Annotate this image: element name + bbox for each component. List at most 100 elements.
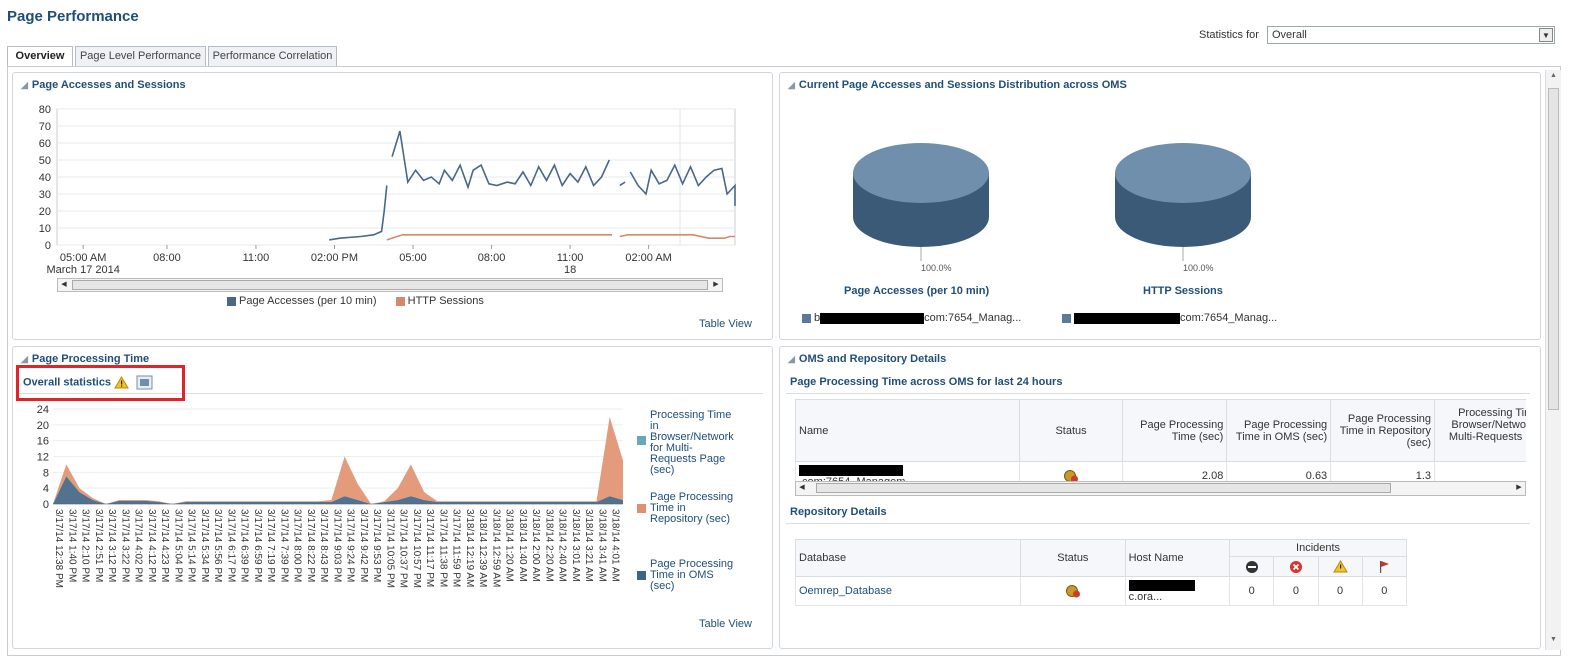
critical-icon <box>1289 560 1302 573</box>
cell-count: 0 <box>1229 576 1275 606</box>
collapse-icon[interactable]: ◢ <box>788 354 795 364</box>
y-tick-label: 16 <box>37 436 49 448</box>
table-row[interactable]: Oemrep_Database c.ora... 0 0 0 0 <box>794 576 1408 606</box>
x-tick-label: 3/17/14 2:51 PM <box>93 509 104 582</box>
scroll-right-icon[interactable]: ▶ <box>1516 484 1522 491</box>
x-tick-label: 3/18/14 2:00 AM <box>530 509 541 582</box>
cell-host: c.ora... <box>1124 576 1231 606</box>
panel-header[interactable]: ◢ Page Processing Time <box>21 353 149 365</box>
oms-table: Name Status Page Processing Time (sec) P… <box>795 399 1526 491</box>
column-header-time-oms[interactable]: Page Processing Time in OMS (sec) <box>1226 399 1332 462</box>
tab-overview[interactable]: Overview <box>7 46 73 67</box>
panel-title: Current Page Accesses and Sessions Distr… <box>798 79 1127 91</box>
warning-icon[interactable] <box>114 376 130 389</box>
scrollbar-thumb[interactable] <box>72 280 708 290</box>
scroll-up-icon[interactable]: ▲ <box>1550 72 1557 79</box>
x-tick-label: 3/18/14 4:01 AM <box>610 509 621 582</box>
y-tick-label: 50 <box>39 155 51 167</box>
legend-swatch <box>637 571 646 580</box>
x-tick-label: 3/18/14 2:20 AM <box>543 509 554 582</box>
divider <box>19 393 763 394</box>
section-subtitle: Repository Details <box>790 506 887 518</box>
column-header-database[interactable]: Database <box>794 539 1022 577</box>
scroll-down-icon[interactable]: ▼ <box>1550 636 1557 643</box>
divider <box>786 523 1530 524</box>
legend-item-page-accesses: Page Accesses (per 10 min) <box>227 295 377 307</box>
panel-header[interactable]: ◢ Current Page Accesses and Sessions Dist… <box>788 79 1127 91</box>
column-header-time-repository[interactable]: Page Processing Time in Repository (sec) <box>1330 399 1436 462</box>
incident-critical-header[interactable] <box>1273 556 1319 577</box>
scrollbar-thumb[interactable] <box>816 483 1391 493</box>
cell-database-link[interactable]: Oemrep_Database <box>794 576 1022 606</box>
x-tick-label: 3/18/14 3:21 AM <box>583 509 594 582</box>
pie-title: Page Accesses (per 10 min) <box>844 285 990 297</box>
x-tick-label: 3/17/14 5:04 PM <box>172 509 183 582</box>
legend-label: Page Processing Time in Repository (sec) <box>650 491 734 525</box>
collapse-icon[interactable]: ◢ <box>21 80 28 90</box>
x-tick-label: 3/18/14 3:01 AM <box>570 509 581 582</box>
legend-label: Processing Time in Browser/Network for M… <box>650 409 734 476</box>
tab-page-level-performance[interactable]: Page Level Performance <box>75 46 206 66</box>
x-tick-label: 3/17/14 11:38 PM <box>437 509 448 587</box>
y-tick-label: 20 <box>39 206 51 218</box>
collapse-icon[interactable]: ◢ <box>788 80 795 90</box>
y-tick-label: 8 <box>43 467 49 479</box>
column-header-time-browser[interactable]: Processing Time in Browser/Network for M… <box>1434 399 1526 462</box>
section-subtitle: Page Processing Time across OMS for last… <box>790 376 1063 388</box>
x-tick-label: 3/17/14 1:40 PM <box>66 509 77 582</box>
series-area-repository <box>53 416 623 504</box>
cell-count: 0 <box>1273 576 1319 606</box>
legend-item-http-sessions: HTTP Sessions <box>395 295 484 307</box>
scroll-left-icon[interactable]: ◀ <box>799 484 805 491</box>
panel-title: Page Processing Time <box>31 353 150 365</box>
detach-icon[interactable] <box>136 375 153 390</box>
x-tick-label: 3/17/14 5:56 PM <box>212 509 223 582</box>
table-view-link[interactable]: Table View <box>699 618 752 630</box>
divider <box>786 393 1530 394</box>
legend-suffix: com:7654_Manag... <box>1180 312 1278 324</box>
y-tick-label: 70 <box>39 121 51 133</box>
incident-escalated-header[interactable] <box>1361 556 1408 577</box>
incident-warning-header[interactable] <box>1317 556 1363 577</box>
tab-performance-correlation[interactable]: Performance Correlation <box>208 46 337 66</box>
column-header-status[interactable]: Status <box>1020 539 1126 577</box>
scroll-left-icon[interactable]: ◀ <box>61 281 67 288</box>
panel-header[interactable]: ◢ OMS and Repository Details <box>788 353 946 365</box>
panel-header[interactable]: ◢ Page Accesses and Sessions <box>21 79 186 91</box>
page-accesses-panel: ◢ Page Accesses and Sessions 0 10 20 30 40 50 6… <box>12 72 773 340</box>
x-tick-label: 3/17/14 9:53 PM <box>371 509 382 582</box>
x-tick-label: 3/17/14 10:05 PM <box>384 509 395 588</box>
collapse-icon[interactable]: ◢ <box>21 354 28 364</box>
x-tick-label: 08:00 <box>478 252 506 264</box>
x-tick-label: 3/17/14 6:39 PM <box>239 509 250 582</box>
page-vertical-scrollbar[interactable]: ▲ ▼ <box>1545 70 1561 650</box>
column-header-name[interactable]: Name <box>795 399 1020 462</box>
y-tick-label: 0 <box>45 240 51 252</box>
status-pending-icon <box>1065 585 1080 598</box>
x-tick-label: 3/17/14 4:23 PM <box>159 509 170 582</box>
chevron-down-icon[interactable]: ▼ <box>1539 28 1553 42</box>
column-header-incidents: Incidents <box>1229 539 1407 557</box>
x-tick-label: 3/17/14 10:37 PM <box>398 509 409 588</box>
column-header-time[interactable]: Page Processing Time (sec) <box>1122 399 1228 462</box>
x-tick-label: 3/17/14 3:12 PM <box>106 509 117 582</box>
incident-fatal-header[interactable] <box>1229 556 1275 577</box>
x-tick-label: 3/17/14 3:22 PM <box>119 509 130 582</box>
table-view-link[interactable]: Table View <box>699 318 752 330</box>
pie-http-sessions <box>1115 143 1251 261</box>
y-tick-label: 60 <box>39 138 51 150</box>
legend-suffix: com:7654_Manag... <box>924 312 1022 324</box>
table-horizontal-scrollbar[interactable]: ◀ ▶ <box>795 481 1526 496</box>
column-header-status[interactable]: Status <box>1018 399 1124 462</box>
page-processing-panel: ◢ Page Processing Time Overall statistics… <box>12 346 773 649</box>
column-header-host-name[interactable]: Host Name <box>1124 539 1231 577</box>
legend-item-oms: Page Processing Time in OMS (sec) <box>637 559 737 592</box>
y-tick-label: 30 <box>39 189 51 201</box>
scrollbar-thumb[interactable] <box>1548 88 1559 410</box>
scroll-right-icon[interactable]: ▶ <box>713 281 719 288</box>
statistics-for-select[interactable]: Overall ▼ <box>1267 26 1555 44</box>
chart-horizontal-scrollbar[interactable]: ◀ ▶ <box>57 278 723 292</box>
x-tick-label: 3/17/14 7:19 PM <box>265 509 276 582</box>
legend-label: Page Processing Time in OMS (sec) <box>650 558 734 592</box>
